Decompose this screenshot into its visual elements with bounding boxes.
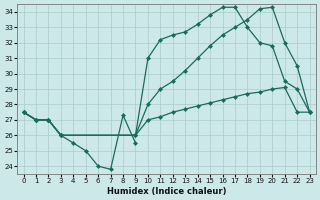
X-axis label: Humidex (Indice chaleur): Humidex (Indice chaleur)	[107, 187, 226, 196]
